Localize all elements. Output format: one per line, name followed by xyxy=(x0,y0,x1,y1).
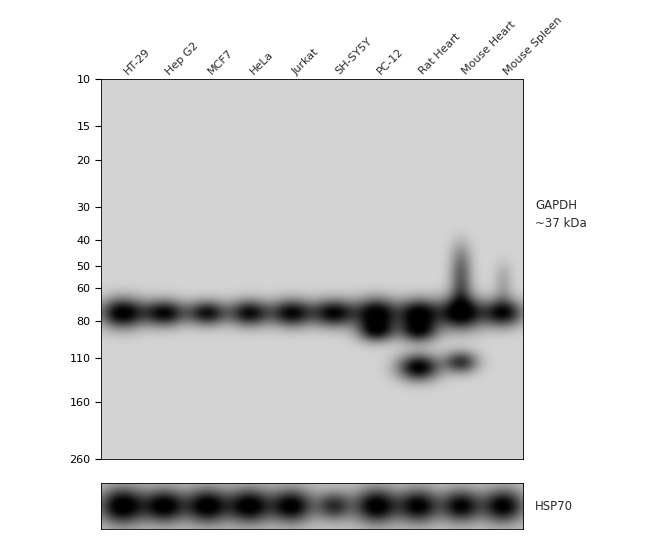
Text: Mouse Spleen: Mouse Spleen xyxy=(502,15,564,77)
Text: PC-12: PC-12 xyxy=(376,46,406,77)
Text: HeLa: HeLa xyxy=(248,49,276,77)
Text: HT-29: HT-29 xyxy=(122,47,152,77)
Text: SH-SY5Y: SH-SY5Y xyxy=(333,36,374,77)
Text: Hep G2: Hep G2 xyxy=(164,40,201,77)
Text: GAPDH
~37 kDa: GAPDH ~37 kDa xyxy=(535,199,587,230)
Text: Jurkat: Jurkat xyxy=(291,47,321,77)
Text: HSP70: HSP70 xyxy=(535,500,573,513)
Text: Rat Heart: Rat Heart xyxy=(418,31,462,77)
Text: MCF7: MCF7 xyxy=(207,48,235,77)
Text: Mouse Heart: Mouse Heart xyxy=(460,20,517,77)
